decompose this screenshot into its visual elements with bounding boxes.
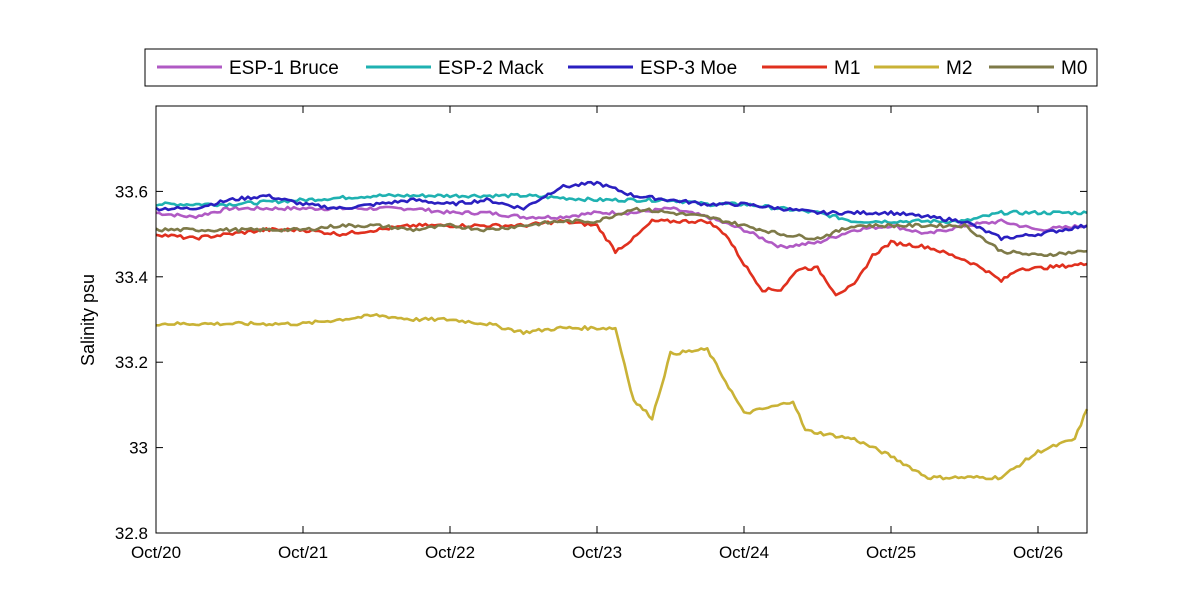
x-tick-label: Oct/20 [131, 543, 181, 562]
y-tick-label: 33.2 [115, 353, 148, 372]
x-tick-label: Oct/22 [425, 543, 475, 562]
x-tick-label: Oct/23 [572, 543, 622, 562]
y-tick-label: 33 [129, 439, 148, 458]
legend-label: ESP-3 Moe [640, 58, 737, 79]
y-tick-label: 32.8 [115, 524, 148, 543]
legend-label: M0 [1061, 58, 1087, 79]
plot-frame [155, 105, 1088, 534]
legend-label: ESP-1 Bruce [229, 58, 339, 79]
y-tick-label: 33.4 [115, 268, 148, 287]
x-tick-label: Oct/26 [1013, 543, 1063, 562]
series-layer [155, 180, 1089, 481]
legend-label: ESP-2 Mack [438, 58, 544, 79]
x-tick-label: Oct/24 [719, 543, 769, 562]
legend-label: M1 [834, 58, 860, 79]
y-axis-label: Salinity psu [78, 274, 98, 366]
legend: ESP-1 Bruce ESP-2 Mack ESP-3 Moe M1 M2 M0 [144, 48, 1098, 87]
x-tick-label: Oct/25 [866, 543, 916, 562]
series-line-esp-2-mack [155, 192, 1088, 225]
x-tick-label: Oct/21 [278, 543, 328, 562]
ticks-layer: Oct/20 Oct/21 Oct/22 Oct/23 Oct/24 Oct/25 Oct/… [115, 106, 1087, 562]
series-line-esp-3-moe [155, 180, 1088, 242]
legend-label: M2 [946, 58, 972, 79]
plot-area: Oct/20 Oct/21 Oct/22 Oct/23 Oct/24 Oct/25 Oct/… [115, 105, 1089, 562]
series-line-m0 [155, 206, 1088, 258]
series-line-m2 [156, 313, 1089, 481]
y-tick-label: 33.6 [115, 182, 148, 201]
